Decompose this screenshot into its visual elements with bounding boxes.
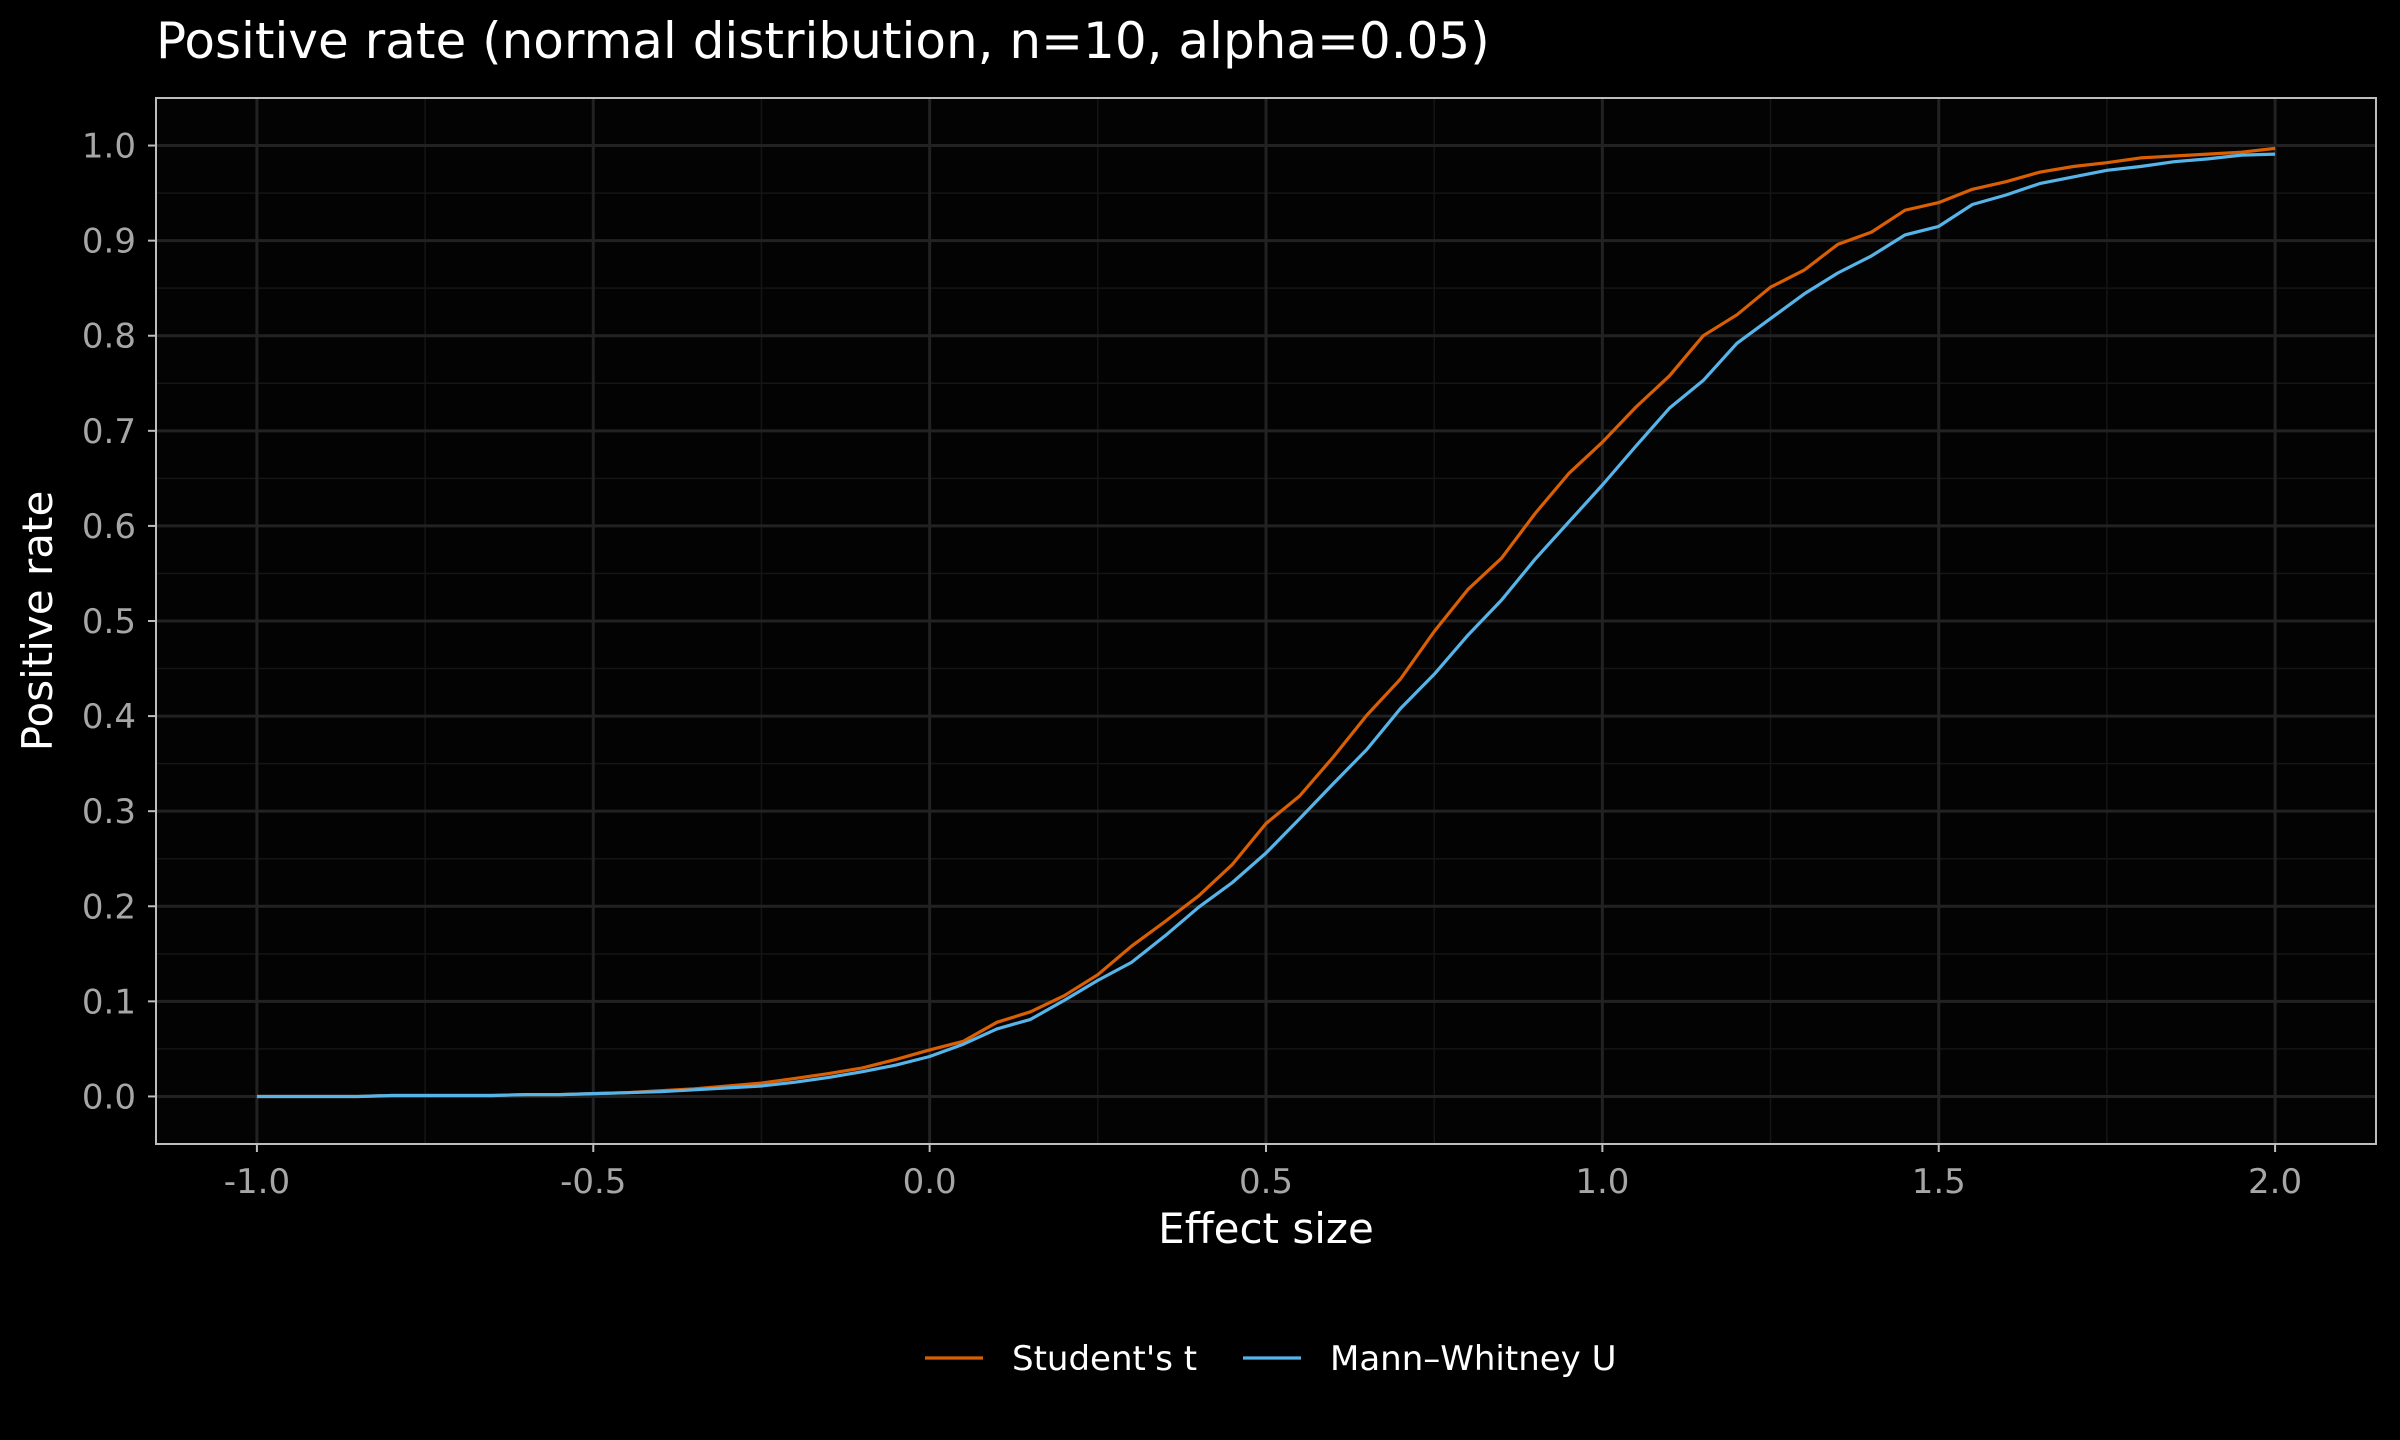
y-tick-label: 1.0 [82, 127, 136, 167]
legend-label-mann-whitney-u: Mann–Whitney U [1330, 1339, 1617, 1379]
y-tick-label: 0.4 [82, 697, 136, 737]
x-tick-label: -1.0 [224, 1162, 290, 1202]
x-tick-label: 2.0 [2248, 1162, 2302, 1202]
y-axis-label: Positive rate [13, 491, 62, 752]
x-tick-label: 0.0 [903, 1162, 957, 1202]
x-tick-label: 0.5 [1239, 1162, 1293, 1202]
y-tick-label: 0.2 [82, 887, 136, 927]
series-line-mann-whitney-u [256, 152, 2276, 1099]
x-tick-label: 1.5 [1912, 1162, 1966, 1202]
y-tick-label: 0.7 [82, 412, 136, 452]
chart-title: Positive rate (normal distribution, n=10… [156, 12, 1490, 70]
y-tick-label: 0.5 [82, 602, 136, 642]
legend: Student's t Mann–Whitney U [925, 1339, 1617, 1379]
y-tick-label: 0.8 [82, 317, 136, 357]
y-tick-label: 0.0 [82, 1077, 136, 1117]
x-tick-label: -0.5 [560, 1162, 626, 1202]
y-tick-label: 0.1 [82, 982, 136, 1022]
y-tick-label: 0.9 [82, 222, 136, 262]
legend-label-student-s-t: Student's t [1012, 1339, 1197, 1379]
y-tick-label: 0.6 [82, 507, 136, 547]
x-tick-label: 1.0 [1575, 1162, 1629, 1202]
x-axis-label: Effect size [1158, 1204, 1374, 1253]
y-tick-label: 0.3 [82, 792, 136, 832]
